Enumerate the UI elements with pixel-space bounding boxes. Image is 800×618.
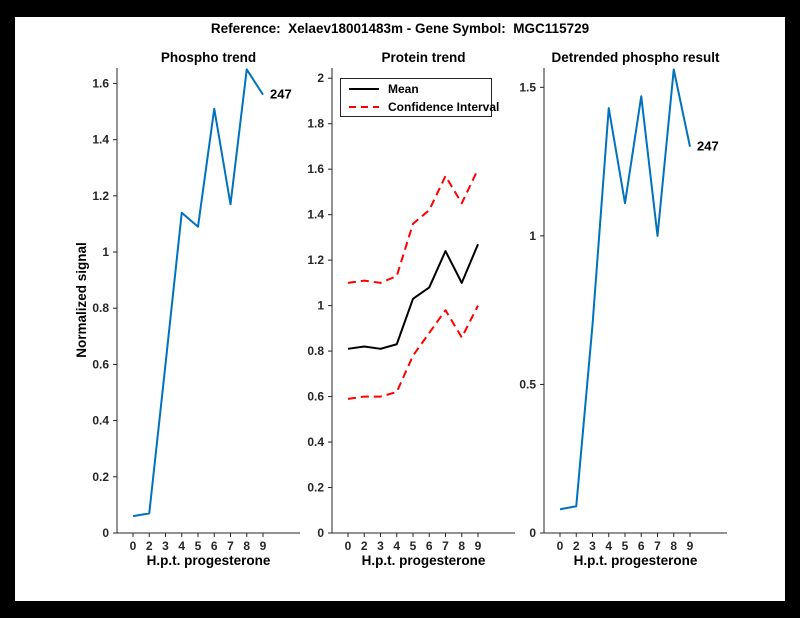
detrended-phospho-title: Detrended phospho result bbox=[551, 50, 720, 65]
y-tick-label: 0.6 bbox=[92, 357, 109, 371]
x-tick-label: 3 bbox=[589, 539, 596, 553]
legend: Mean Confidence Interval bbox=[340, 78, 499, 117]
x-tick-label: 3 bbox=[377, 539, 384, 553]
y-tick-label: 0.2 bbox=[92, 470, 109, 484]
point-annotation: 247 bbox=[270, 87, 292, 102]
series-mean bbox=[347, 243, 479, 350]
y-tick-label: 1.6 bbox=[92, 76, 109, 90]
x-tick-label: 9 bbox=[475, 539, 482, 553]
x-tick-label: 6 bbox=[426, 539, 433, 553]
x-tick-label: 2 bbox=[573, 539, 580, 553]
figure-title: Reference: Xelaev18001483m - Gene Symbol… bbox=[210, 21, 590, 36]
y-tick-label: 0.4 bbox=[307, 435, 324, 449]
x-tick-label: 4 bbox=[605, 539, 612, 553]
y-tick-label: 0.8 bbox=[307, 344, 324, 358]
x-tick-label: 5 bbox=[622, 539, 629, 553]
x-tick-label: 5 bbox=[410, 539, 417, 553]
confidence-interval-line-sample bbox=[349, 105, 379, 108]
x-tick-label: 4 bbox=[393, 539, 400, 553]
x-tick-label: 2 bbox=[146, 539, 153, 553]
legend-label-confidence-interval: Confidence Interval bbox=[388, 99, 500, 114]
axis-spines bbox=[543, 68, 727, 534]
axis-spines bbox=[116, 68, 300, 534]
series-detrended-phospho-signal bbox=[559, 68, 691, 511]
axis-spines bbox=[331, 68, 515, 534]
mean-line-sample bbox=[349, 87, 379, 90]
series-confidence-interval-upper bbox=[347, 168, 479, 284]
x-tick-label: 7 bbox=[227, 539, 234, 553]
y-tick-label: 1 bbox=[102, 245, 109, 259]
point-annotation: 247 bbox=[697, 139, 719, 154]
y-tick-label: 1 bbox=[529, 229, 536, 243]
legend-item-confidence-interval: Confidence Interval bbox=[341, 100, 499, 114]
y-tick-label: 0.8 bbox=[92, 301, 109, 315]
y-tick-label: 0 bbox=[102, 526, 109, 540]
x-tick-label: 7 bbox=[442, 539, 449, 553]
x-axis-label-detrended: H.p.t. progesterone bbox=[573, 553, 698, 568]
y-axis-label: Normalized signal bbox=[74, 242, 89, 358]
legend-label-mean: Mean bbox=[388, 81, 419, 96]
y-tick-label: 1.2 bbox=[307, 253, 324, 267]
y-tick-label: 1.2 bbox=[92, 189, 109, 203]
phospho-trend-title: Phospho trend bbox=[160, 50, 257, 65]
y-tick-label: 1.4 bbox=[307, 208, 324, 222]
y-tick-label: 0.2 bbox=[307, 481, 324, 495]
y-tick-label: 2 bbox=[317, 71, 324, 85]
x-tick-label: 8 bbox=[243, 539, 250, 553]
y-tick-label: 0.6 bbox=[307, 390, 324, 404]
legend-item-mean: Mean bbox=[341, 82, 491, 96]
x-axis-label-phospho: H.p.t. progesterone bbox=[146, 553, 271, 568]
x-tick-label: 6 bbox=[638, 539, 645, 553]
x-tick-label: 9 bbox=[687, 539, 694, 553]
y-tick-label: 1.5 bbox=[519, 80, 536, 94]
y-tick-label: 1 bbox=[317, 299, 324, 313]
y-tick-label: 0 bbox=[529, 526, 536, 540]
y-tick-label: 0.4 bbox=[92, 414, 109, 428]
x-tick-label: 9 bbox=[260, 539, 267, 553]
x-tick-label: 0 bbox=[345, 539, 352, 553]
x-tick-label: 7 bbox=[654, 539, 661, 553]
x-tick-label: 0 bbox=[130, 539, 137, 553]
x-tick-label: 0 bbox=[557, 539, 564, 553]
x-tick-label: 6 bbox=[211, 539, 218, 553]
y-tick-label: 0 bbox=[317, 526, 324, 540]
x-tick-label: 5 bbox=[195, 539, 202, 553]
series-phospho-signal bbox=[132, 68, 264, 518]
y-tick-label: 1.6 bbox=[307, 162, 324, 176]
figure-canvas: Reference: Xelaev18001483m - Gene Symbol… bbox=[15, 17, 785, 601]
protein-trend-plot: 00.20.40.60.811.21.41.61.820 2 3 4 5 6 7 8 9 bbox=[307, 68, 515, 553]
protein-trend-title: Protein trend bbox=[381, 50, 466, 65]
x-tick-label: 2 bbox=[361, 539, 368, 553]
y-tick-label: 1.8 bbox=[307, 117, 324, 131]
y-tick-label: 0.5 bbox=[519, 377, 536, 391]
x-tick-label: 8 bbox=[670, 539, 677, 553]
y-tick-label: 1.4 bbox=[92, 133, 109, 147]
x-tick-label: 3 bbox=[162, 539, 169, 553]
series-confidence-interval-lower bbox=[347, 305, 479, 400]
x-axis-label-protein: H.p.t. progesterone bbox=[361, 553, 486, 568]
x-tick-label: 8 bbox=[458, 539, 465, 553]
x-tick-label: 4 bbox=[178, 539, 185, 553]
